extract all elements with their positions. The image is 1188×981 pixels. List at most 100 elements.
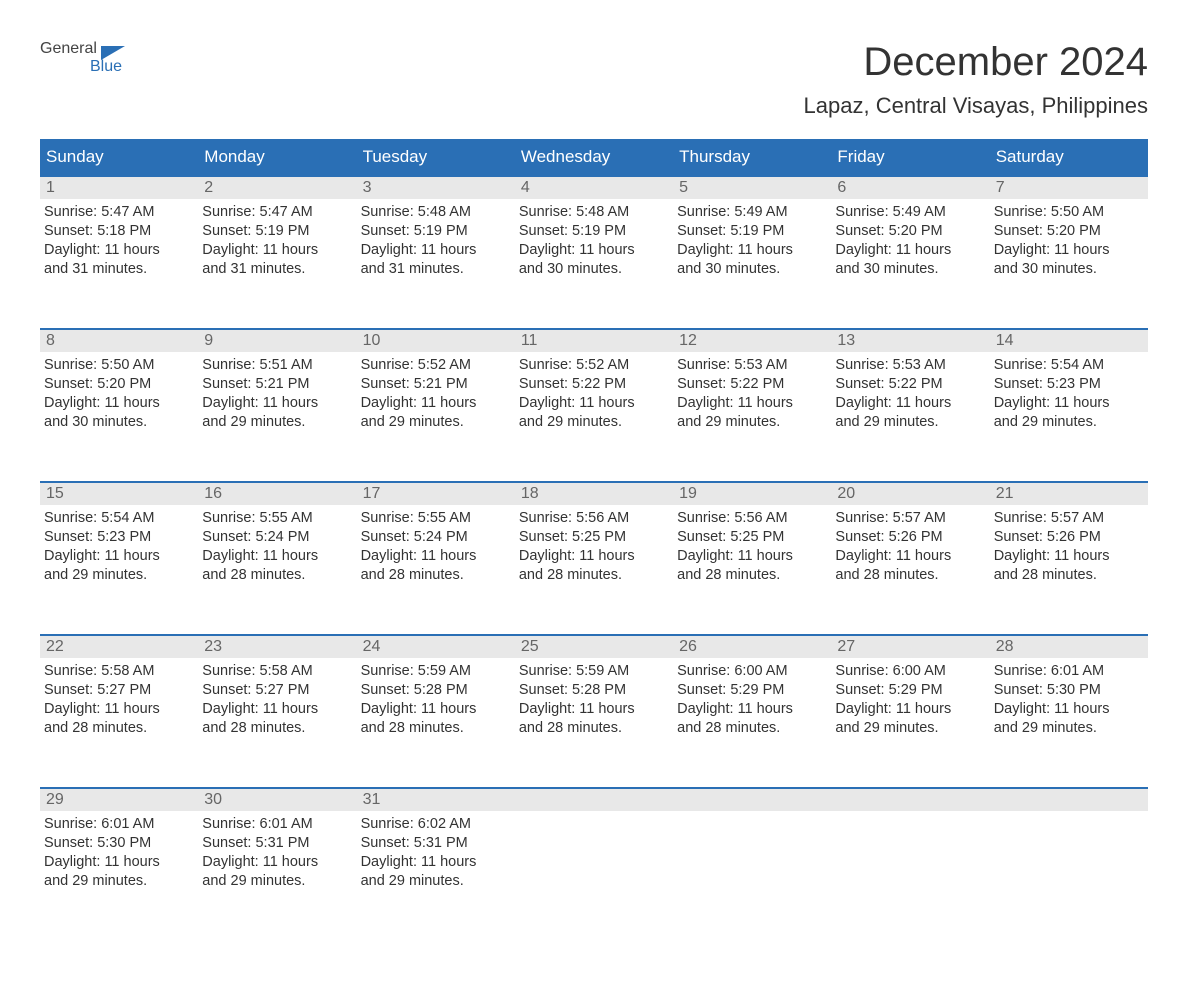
day-content: Sunrise: 6:00 AMSunset: 5:29 PMDaylight:… bbox=[831, 658, 989, 755]
daylight-text-2: and 29 minutes. bbox=[994, 413, 1144, 432]
daynum-cell: 28 bbox=[990, 635, 1148, 658]
sunrise-text: Sunrise: 5:54 AM bbox=[44, 509, 194, 528]
daynum-cell bbox=[673, 788, 831, 811]
daynum-cell: 18 bbox=[515, 482, 673, 505]
sunset-text: Sunset: 5:23 PM bbox=[994, 375, 1144, 394]
daylight-text-1: Daylight: 11 hours bbox=[44, 700, 194, 719]
sunset-text: Sunset: 5:31 PM bbox=[202, 834, 352, 853]
day-content: Sunrise: 5:50 AMSunset: 5:20 PMDaylight:… bbox=[990, 199, 1148, 296]
day-cell: Sunrise: 5:56 AMSunset: 5:25 PMDaylight:… bbox=[673, 505, 831, 635]
daynum-cell: 10 bbox=[357, 329, 515, 352]
sunrise-text: Sunrise: 6:00 AM bbox=[835, 662, 985, 681]
daynum-cell: 22 bbox=[40, 635, 198, 658]
day-content: Sunrise: 5:58 AMSunset: 5:27 PMDaylight:… bbox=[40, 658, 198, 755]
sunrise-text: Sunrise: 6:02 AM bbox=[361, 815, 511, 834]
daynum-cell bbox=[831, 788, 989, 811]
day-content: Sunrise: 5:57 AMSunset: 5:26 PMDaylight:… bbox=[831, 505, 989, 602]
day-content: Sunrise: 5:58 AMSunset: 5:27 PMDaylight:… bbox=[198, 658, 356, 755]
day-cell: Sunrise: 5:58 AMSunset: 5:27 PMDaylight:… bbox=[40, 658, 198, 788]
daynum-cell: 25 bbox=[515, 635, 673, 658]
daynum-cell: 19 bbox=[673, 482, 831, 505]
sunset-text: Sunset: 5:29 PM bbox=[835, 681, 985, 700]
sunrise-text: Sunrise: 5:57 AM bbox=[994, 509, 1144, 528]
day-content: Sunrise: 5:49 AMSunset: 5:20 PMDaylight:… bbox=[831, 199, 989, 296]
daylight-text-1: Daylight: 11 hours bbox=[361, 547, 511, 566]
week-2-content-row: Sunrise: 5:54 AMSunset: 5:23 PM Daylight:… bbox=[40, 505, 1148, 635]
day-cell: Sunrise: 5:47 AMSunset: 5:18 PMDaylight:… bbox=[40, 199, 198, 329]
sunset-text: Sunset: 5:28 PM bbox=[519, 681, 669, 700]
daynum-cell: 29 bbox=[40, 788, 198, 811]
daynum-cell: 27 bbox=[831, 635, 989, 658]
sunset-text: Sunset: 5:19 PM bbox=[677, 222, 827, 241]
daylight-text-1: Daylight: 11 hours bbox=[361, 853, 511, 872]
day-content: Sunrise: 5:55 AMSunset: 5:24 PMDaylight:… bbox=[198, 505, 356, 602]
sunset-text: Sunset: 5:22 PM bbox=[835, 375, 985, 394]
day-content: Sunrise: 5:57 AMSunset: 5:26 PMDaylight:… bbox=[990, 505, 1148, 602]
daylight-text-1: Daylight: 11 hours bbox=[835, 241, 985, 260]
daylight-text-2: and 31 minutes. bbox=[361, 260, 511, 279]
day-cell: Sunrise: 5:51 AMSunset: 5:21 PMDaylight:… bbox=[198, 352, 356, 482]
week-3-daynum-row: 22232425262728 bbox=[40, 635, 1148, 658]
daynum-cell: 2 bbox=[198, 176, 356, 199]
calendar-table: SundayMondayTuesdayWednesdayThursdayFrid… bbox=[40, 139, 1148, 941]
daynum-cell: 9 bbox=[198, 329, 356, 352]
daylight-text-1: Daylight: 11 hours bbox=[519, 394, 669, 413]
daylight-text-2: and 29 minutes. bbox=[44, 872, 194, 891]
sunset-text: Sunset: 5:20 PM bbox=[835, 222, 985, 241]
sunset-text: Sunset: 5:19 PM bbox=[202, 222, 352, 241]
daylight-text-1: Daylight: 11 hours bbox=[202, 394, 352, 413]
daylight-text-1: Daylight: 11 hours bbox=[677, 700, 827, 719]
daylight-text-2: and 30 minutes. bbox=[677, 260, 827, 279]
day-content: Sunrise: 5:52 AMSunset: 5:21 PMDaylight:… bbox=[357, 352, 515, 449]
daylight-text-2: and 31 minutes. bbox=[202, 260, 352, 279]
sunrise-text: Sunrise: 5:55 AM bbox=[202, 509, 352, 528]
daynum-cell: 14 bbox=[990, 329, 1148, 352]
day-content: Sunrise: 6:01 AMSunset: 5:30 PMDaylight:… bbox=[40, 811, 198, 908]
daylight-text-1: Daylight: 11 hours bbox=[44, 394, 194, 413]
daynum-cell bbox=[990, 788, 1148, 811]
daylight-text-2: and 29 minutes. bbox=[202, 872, 352, 891]
day-cell: Sunrise: 5:47 AMSunset: 5:19 PMDaylight:… bbox=[198, 199, 356, 329]
month-title: December 2024 bbox=[804, 40, 1148, 85]
sunset-text: Sunset: 5:31 PM bbox=[361, 834, 511, 853]
daylight-text-2: and 28 minutes. bbox=[677, 719, 827, 738]
day-cell: Sunrise: 5:49 AMSunset: 5:20 PMDaylight:… bbox=[831, 199, 989, 329]
sunrise-text: Sunrise: 5:57 AM bbox=[835, 509, 985, 528]
day-content: Sunrise: 5:48 AMSunset: 5:19 PMDaylight:… bbox=[515, 199, 673, 296]
sunrise-text: Sunrise: 5:48 AM bbox=[361, 203, 511, 222]
day-cell: Sunrise: 6:00 AMSunset: 5:29 PMDaylight:… bbox=[831, 658, 989, 788]
day-content: Sunrise: 6:01 AMSunset: 5:30 PMDaylight:… bbox=[990, 658, 1148, 755]
day-cell: Sunrise: 5:52 AMSunset: 5:21 PMDaylight:… bbox=[357, 352, 515, 482]
daylight-text-1: Daylight: 11 hours bbox=[519, 700, 669, 719]
daynum-cell: 1 bbox=[40, 176, 198, 199]
daylight-text-1: Daylight: 11 hours bbox=[202, 700, 352, 719]
week-1-content-row: Sunrise: 5:50 AMSunset: 5:20 PMDaylight:… bbox=[40, 352, 1148, 482]
day-content: Sunrise: 5:48 AMSunset: 5:19 PMDaylight:… bbox=[357, 199, 515, 296]
day-cell: Sunrise: 5:53 AMSunset: 5:22 PMDaylight:… bbox=[831, 352, 989, 482]
day-cell: Sunrise: 5:52 AMSunset: 5:22 PMDaylight:… bbox=[515, 352, 673, 482]
daylight-text-2: and 28 minutes. bbox=[994, 566, 1144, 585]
daylight-text-1: Daylight: 11 hours bbox=[44, 853, 194, 872]
day-cell: Sunrise: 5:50 AMSunset: 5:20 PMDaylight:… bbox=[990, 199, 1148, 329]
daynum-cell: 11 bbox=[515, 329, 673, 352]
header: General Blue December 2024 Lapaz, Centra… bbox=[40, 40, 1148, 119]
daynum-cell bbox=[515, 788, 673, 811]
day-header-tuesday: Tuesday bbox=[357, 139, 515, 176]
day-cell: Sunrise: 5:53 AMSunset: 5:22 PMDaylight:… bbox=[673, 352, 831, 482]
day-cell bbox=[515, 811, 673, 941]
day-cell: Sunrise: 6:01 AMSunset: 5:30 PMDaylight:… bbox=[990, 658, 1148, 788]
daylight-text-1: Daylight: 11 hours bbox=[835, 394, 985, 413]
day-cell: Sunrise: 5:59 AMSunset: 5:28 PMDaylight:… bbox=[357, 658, 515, 788]
daylight-text-2: and 28 minutes. bbox=[835, 566, 985, 585]
daynum-cell: 3 bbox=[357, 176, 515, 199]
daynum-cell: 8 bbox=[40, 329, 198, 352]
daylight-text-2: and 29 minutes. bbox=[835, 413, 985, 432]
daylight-text-1: Daylight: 11 hours bbox=[361, 241, 511, 260]
sunset-text: Sunset: 5:30 PM bbox=[44, 834, 194, 853]
logo: General Blue bbox=[40, 40, 125, 76]
sunset-text: Sunset: 5:23 PM bbox=[44, 528, 194, 547]
day-cell: Sunrise: 5:57 AMSunset: 5:26 PMDaylight:… bbox=[831, 505, 989, 635]
sunset-text: Sunset: 5:22 PM bbox=[519, 375, 669, 394]
sunset-text: Sunset: 5:24 PM bbox=[202, 528, 352, 547]
daylight-text-1: Daylight: 11 hours bbox=[835, 547, 985, 566]
